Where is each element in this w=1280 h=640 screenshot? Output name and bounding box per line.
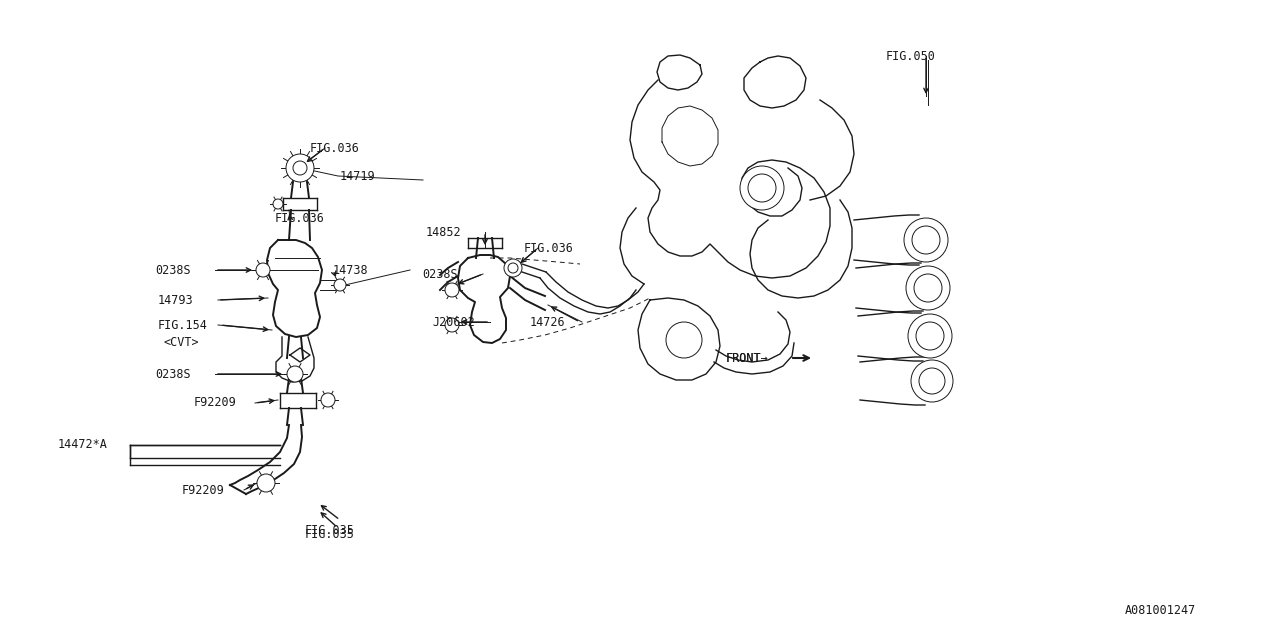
Circle shape (904, 218, 948, 262)
Circle shape (504, 259, 522, 277)
Circle shape (906, 266, 950, 310)
Text: 14726: 14726 (530, 316, 566, 328)
Text: FIG.036: FIG.036 (310, 141, 360, 154)
Text: 0238S: 0238S (422, 268, 458, 280)
Circle shape (321, 393, 335, 407)
Text: 14852: 14852 (426, 225, 462, 239)
Circle shape (911, 226, 940, 254)
Text: FIG.035: FIG.035 (305, 529, 355, 541)
Text: 14719: 14719 (340, 170, 375, 182)
Text: <CVT>: <CVT> (163, 335, 198, 349)
Circle shape (666, 322, 701, 358)
Circle shape (919, 368, 945, 394)
Text: FRONT→: FRONT→ (726, 351, 769, 365)
Text: FIG.036: FIG.036 (275, 211, 325, 225)
Circle shape (293, 161, 307, 175)
Text: 14738: 14738 (333, 264, 369, 276)
Text: 0238S: 0238S (155, 264, 191, 276)
Text: FIG.035: FIG.035 (305, 524, 355, 536)
Circle shape (285, 154, 314, 182)
Text: 0238S: 0238S (155, 367, 191, 381)
Circle shape (748, 174, 776, 202)
Text: 14472*A: 14472*A (58, 438, 108, 451)
Circle shape (916, 322, 945, 350)
Circle shape (445, 283, 460, 297)
Circle shape (740, 166, 785, 210)
Text: FIG.036: FIG.036 (524, 241, 573, 255)
Circle shape (334, 279, 346, 291)
Text: J20602: J20602 (433, 316, 475, 328)
Text: FIG.050: FIG.050 (886, 49, 936, 63)
Circle shape (256, 263, 270, 277)
Text: FRONT: FRONT (726, 351, 762, 365)
Circle shape (445, 318, 460, 332)
Text: F92209: F92209 (195, 397, 237, 410)
Circle shape (257, 474, 275, 492)
Circle shape (273, 199, 283, 209)
Circle shape (908, 314, 952, 358)
Circle shape (914, 274, 942, 302)
Circle shape (911, 360, 954, 402)
Text: 14793: 14793 (157, 294, 193, 307)
Circle shape (287, 366, 303, 382)
Text: A081001247: A081001247 (1125, 604, 1197, 616)
Circle shape (508, 263, 518, 273)
Text: FIG.154: FIG.154 (157, 319, 207, 332)
Text: F92209: F92209 (182, 483, 225, 497)
